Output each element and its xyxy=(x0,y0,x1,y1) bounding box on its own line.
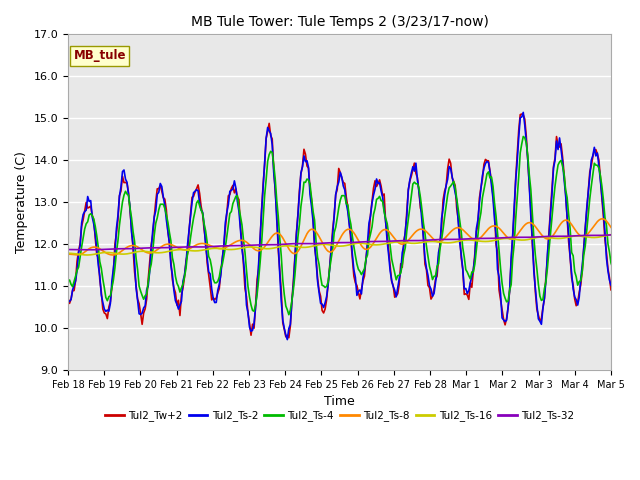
Tul2_Ts-2 xyxy=(84,193,92,199)
Tul2_Ts-4 xyxy=(102,295,109,300)
Legend: Tul2_Tw+2, Tul2_Ts-2, Tul2_Ts-4, Tul2_Ts-8, Tul2_Ts-16, Tul2_Ts-32: Tul2_Tw+2, Tul2_Ts-2, Tul2_Ts-4, Tul2_Ts… xyxy=(101,406,578,425)
Tul2_Tw+2 xyxy=(479,177,486,182)
Tul2_Ts-8 xyxy=(64,251,72,257)
X-axis label: Time: Time xyxy=(324,396,355,408)
Tul2_Ts-16 xyxy=(85,252,93,258)
Tul2_Ts-16 xyxy=(84,252,92,258)
Title: MB Tule Tower: Tule Temps 2 (3/23/17-now): MB Tule Tower: Tule Temps 2 (3/23/17-now… xyxy=(191,15,488,29)
Tul2_Tw+2 xyxy=(102,311,109,317)
Tul2_Ts-8 xyxy=(364,246,371,252)
Tul2_Ts-32 xyxy=(364,239,371,244)
Tul2_Ts-32 xyxy=(84,247,92,252)
Tul2_Tw+2 xyxy=(566,254,574,260)
Tul2_Tw+2 xyxy=(285,335,292,341)
Line: Tul2_Tw+2: Tul2_Tw+2 xyxy=(68,114,640,338)
Tul2_Ts-8 xyxy=(564,218,572,224)
Tul2_Ts-8 xyxy=(109,252,117,258)
Tul2_Ts-16 xyxy=(564,234,572,240)
Tul2_Ts-8 xyxy=(102,250,109,256)
Tul2_Ts-32 xyxy=(104,246,111,252)
Line: Tul2_Ts-16: Tul2_Ts-16 xyxy=(68,234,640,255)
Text: MB_tule: MB_tule xyxy=(74,49,126,62)
Line: Tul2_Ts-2: Tul2_Ts-2 xyxy=(68,112,640,340)
Tul2_Tw+2 xyxy=(364,242,371,248)
Y-axis label: Temperature (C): Temperature (C) xyxy=(15,151,28,253)
Tul2_Ts-2 xyxy=(566,254,574,260)
Tul2_Ts-4 xyxy=(84,219,92,225)
Tul2_Ts-2 xyxy=(102,309,109,314)
Tul2_Ts-32 xyxy=(479,236,486,241)
Line: Tul2_Ts-4: Tul2_Ts-4 xyxy=(68,136,640,315)
Tul2_Ts-4 xyxy=(285,312,292,318)
Tul2_Ts-4 xyxy=(520,133,527,139)
Tul2_Ts-4 xyxy=(566,226,574,232)
Tul2_Ts-8 xyxy=(634,216,640,221)
Tul2_Ts-32 xyxy=(87,247,95,252)
Tul2_Tw+2 xyxy=(84,205,92,211)
Tul2_Ts-4 xyxy=(479,195,486,201)
Tul2_Ts-32 xyxy=(622,231,630,237)
Line: Tul2_Ts-32: Tul2_Ts-32 xyxy=(68,234,640,250)
Line: Tul2_Ts-8: Tul2_Ts-8 xyxy=(68,218,640,255)
Tul2_Ts-2 xyxy=(64,299,72,305)
Tul2_Ts-16 xyxy=(104,250,111,255)
Tul2_Ts-16 xyxy=(479,239,486,244)
Tul2_Ts-2 xyxy=(479,173,486,179)
Tul2_Tw+2 xyxy=(64,296,72,301)
Tul2_Ts-32 xyxy=(564,233,572,239)
Tul2_Ts-16 xyxy=(364,241,371,247)
Tul2_Tw+2 xyxy=(518,111,525,117)
Tul2_Ts-2 xyxy=(520,109,527,115)
Tul2_Ts-2 xyxy=(364,240,371,246)
Tul2_Ts-32 xyxy=(64,247,72,252)
Tul2_Ts-8 xyxy=(84,247,92,252)
Tul2_Ts-16 xyxy=(64,251,72,256)
Tul2_Ts-4 xyxy=(64,278,72,284)
Tul2_Ts-2 xyxy=(284,337,291,343)
Tul2_Ts-8 xyxy=(479,233,486,239)
Tul2_Ts-4 xyxy=(364,252,371,258)
